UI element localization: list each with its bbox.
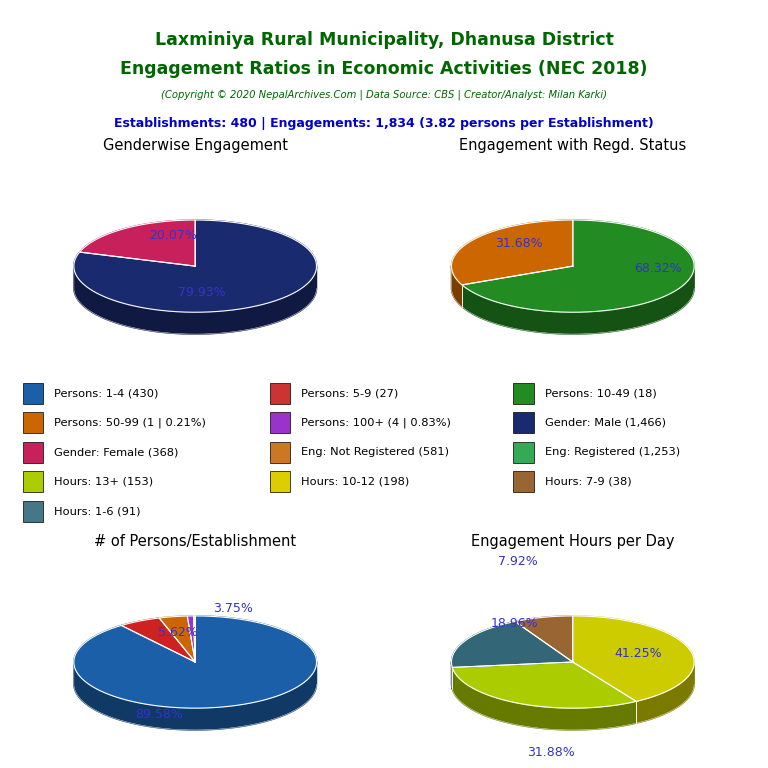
Text: 20.07%: 20.07% [149,229,197,242]
Text: Eng: Registered (1,253): Eng: Registered (1,253) [545,447,680,457]
FancyBboxPatch shape [513,383,534,404]
FancyBboxPatch shape [270,412,290,433]
Polygon shape [515,616,573,662]
Polygon shape [462,266,694,334]
FancyBboxPatch shape [23,412,43,433]
Text: Gender: Male (1,466): Gender: Male (1,466) [545,418,666,428]
Text: Eng: Not Registered (581): Eng: Not Registered (581) [301,447,449,457]
Polygon shape [74,266,316,334]
Text: 41.25%: 41.25% [614,647,662,660]
Polygon shape [74,220,316,313]
Text: Persons: 10-49 (18): Persons: 10-49 (18) [545,389,657,399]
Polygon shape [74,616,316,708]
Text: Laxminiya Rural Municipality, Dhanusa District: Laxminiya Rural Municipality, Dhanusa Di… [154,31,614,48]
Title: Engagement Hours per Day: Engagement Hours per Day [471,535,674,549]
Polygon shape [187,616,195,662]
Title: # of Persons/Establishment: # of Persons/Establishment [94,535,296,549]
Text: (Copyright © 2020 NepalArchives.Com | Data Source: CBS | Creator/Analyst: Milan : (Copyright © 2020 NepalArchives.Com | Da… [161,90,607,101]
Text: 18.96%: 18.96% [491,617,538,631]
Text: Hours: 10-12 (198): Hours: 10-12 (198) [301,477,409,487]
Text: 5.62%: 5.62% [158,626,198,638]
Text: Gender: Female (368): Gender: Female (368) [55,447,179,457]
Title: Genderwise Engagement: Genderwise Engagement [103,138,288,154]
FancyBboxPatch shape [513,471,534,492]
Text: Hours: 7-9 (38): Hours: 7-9 (38) [545,477,631,487]
Polygon shape [159,616,195,662]
FancyBboxPatch shape [270,471,290,492]
Text: 7.92%: 7.92% [498,555,538,568]
Polygon shape [452,220,573,285]
Polygon shape [636,662,694,723]
Text: 89.58%: 89.58% [135,708,183,721]
Polygon shape [452,667,636,730]
Text: Engagement Ratios in Economic Activities (NEC 2018): Engagement Ratios in Economic Activities… [121,60,647,78]
Text: Persons: 5-9 (27): Persons: 5-9 (27) [301,389,399,399]
Title: Engagement with Regd. Status: Engagement with Regd. Status [459,138,687,154]
Text: 68.32%: 68.32% [634,263,682,276]
FancyBboxPatch shape [23,471,43,492]
Polygon shape [80,220,195,266]
FancyBboxPatch shape [23,442,43,463]
FancyBboxPatch shape [270,442,290,463]
FancyBboxPatch shape [513,442,534,463]
FancyBboxPatch shape [270,383,290,404]
Text: Persons: 50-99 (1 | 0.21%): Persons: 50-99 (1 | 0.21%) [55,418,207,428]
Polygon shape [74,662,316,730]
Text: Establishments: 480 | Engagements: 1,834 (3.82 persons per Establishment): Establishments: 480 | Engagements: 1,834… [114,118,654,131]
FancyBboxPatch shape [513,412,534,433]
Text: 3.75%: 3.75% [213,602,253,615]
Text: 31.88%: 31.88% [528,746,575,759]
Text: 79.93%: 79.93% [177,286,225,299]
FancyBboxPatch shape [23,383,43,404]
Text: 31.68%: 31.68% [495,237,543,250]
Text: Persons: 1-4 (430): Persons: 1-4 (430) [55,389,159,399]
Polygon shape [121,618,195,662]
Polygon shape [462,220,694,313]
Text: Hours: 1-6 (91): Hours: 1-6 (91) [55,506,141,516]
Text: Persons: 100+ (4 | 0.83%): Persons: 100+ (4 | 0.83%) [301,418,452,428]
Polygon shape [573,616,694,701]
Text: Hours: 13+ (153): Hours: 13+ (153) [55,477,154,487]
Polygon shape [452,266,462,306]
Polygon shape [452,662,636,708]
Polygon shape [194,616,195,662]
FancyBboxPatch shape [23,501,43,521]
Polygon shape [452,621,573,667]
